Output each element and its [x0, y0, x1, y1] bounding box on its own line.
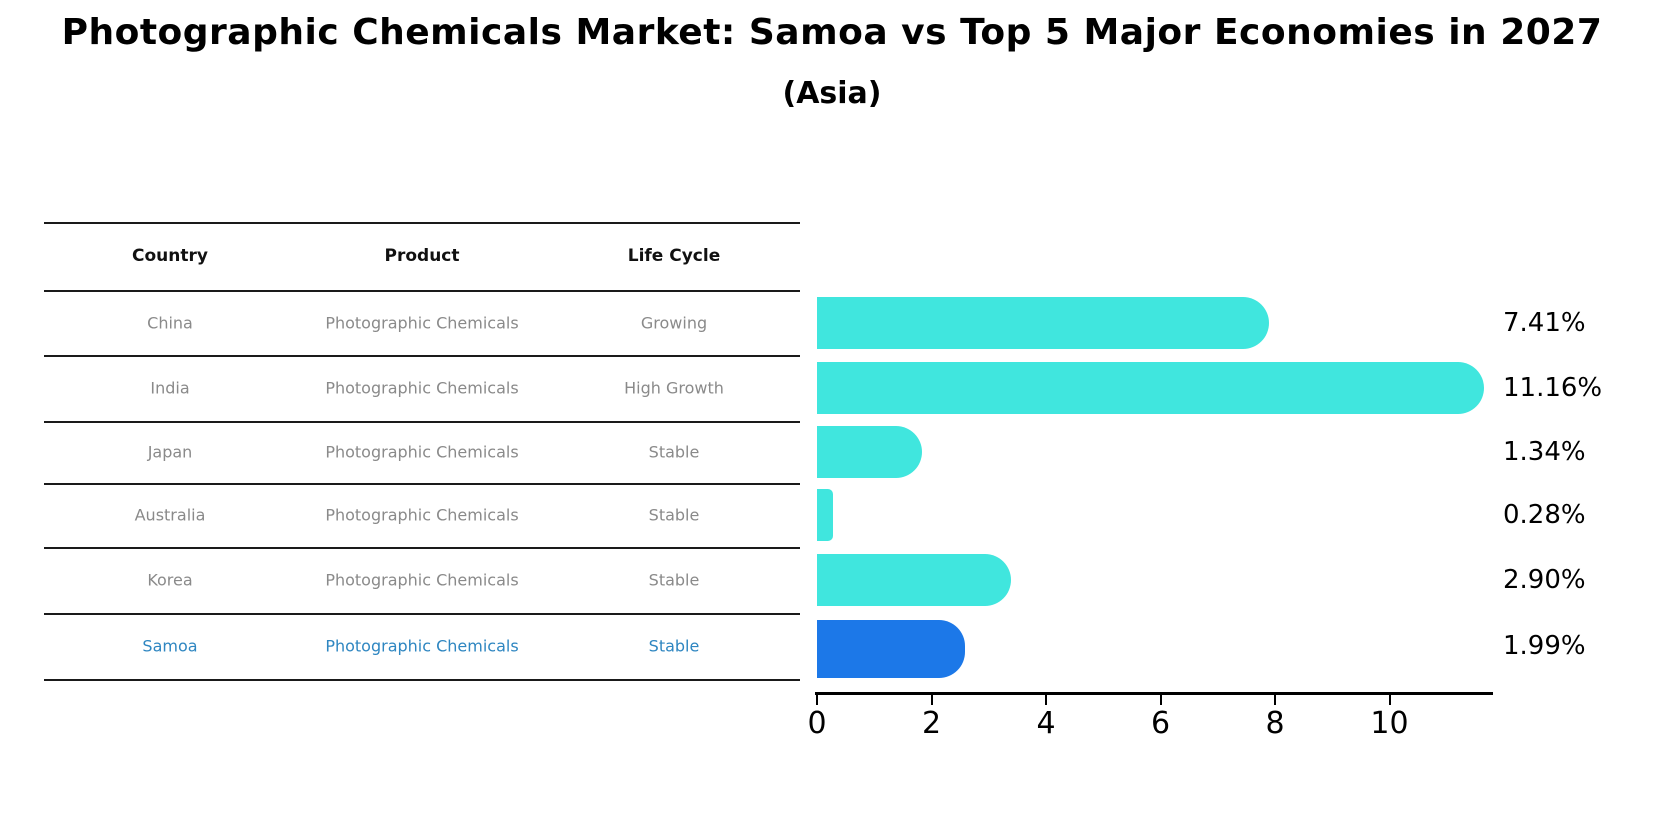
cell-lifecycle: Stable: [648, 442, 700, 462]
cell-lifecycle: High Growth: [624, 378, 724, 398]
cell-product: Photographic Chemicals: [325, 505, 519, 525]
cell-country: India: [150, 378, 190, 398]
axis-tick: [816, 695, 818, 705]
table-rule: [44, 679, 800, 681]
value-label: 0.28%: [1503, 500, 1586, 530]
tick-label: 0: [807, 706, 827, 741]
cell-lifecycle: Stable: [648, 505, 700, 525]
cell-lifecycle: Stable: [648, 636, 700, 656]
bar-korea: [817, 554, 1012, 606]
table-rule: [44, 290, 800, 292]
cell-country: Japan: [147, 442, 193, 462]
table-rule: [44, 421, 800, 423]
axis-tick: [1159, 695, 1162, 705]
cell-country: China: [147, 313, 193, 332]
cell-lifecycle: Growing: [640, 313, 708, 332]
table-rule: [44, 547, 800, 549]
bar-australia: [817, 489, 834, 541]
value-label: 2.90%: [1503, 565, 1586, 595]
axis-tick: [930, 695, 933, 705]
bar-india: [817, 362, 1484, 414]
cell-product: Photographic Chemicals: [325, 636, 519, 656]
page-subtitle: (Asia): [782, 76, 882, 111]
table-rule: [44, 222, 800, 224]
axis-tick: [1274, 695, 1276, 705]
page-title: Photographic Chemicals Market: Samoa vs …: [61, 12, 1603, 53]
cell-country: Korea: [147, 570, 193, 590]
table-rule: [44, 613, 800, 615]
value-label: 11.16%: [1503, 373, 1603, 403]
cell-country: Australia: [134, 505, 206, 525]
cell-product: Photographic Chemicals: [325, 570, 519, 590]
table-rule: [44, 355, 800, 357]
bar-china: [817, 296, 1270, 349]
tick-label: 10: [1370, 706, 1409, 741]
column-header-lifecycle: Life Cycle: [627, 246, 721, 266]
tick-label: 8: [1265, 706, 1285, 741]
tick-label: 2: [921, 706, 942, 741]
column-header-product: Product: [384, 246, 460, 266]
cell-product: Photographic Chemicals: [325, 313, 519, 332]
tick-label: 4: [1036, 706, 1056, 741]
column-header-country: Country: [132, 246, 208, 266]
cell-country: Samoa: [142, 636, 198, 656]
value-label: 1.99%: [1503, 631, 1586, 661]
table-rule: [44, 483, 800, 485]
tick-label: 6: [1150, 706, 1171, 741]
cell-product: Photographic Chemicals: [325, 378, 519, 398]
x-axis: [815, 692, 1493, 695]
value-label: 7.41%: [1503, 307, 1586, 338]
axis-tick: [1388, 695, 1391, 705]
bar-japan: [817, 426, 922, 478]
value-label: 1.34%: [1503, 437, 1586, 467]
bar-samoa: [817, 620, 965, 678]
axis-tick: [1045, 695, 1047, 705]
cell-product: Photographic Chemicals: [325, 442, 519, 462]
cell-lifecycle: Stable: [648, 570, 700, 590]
